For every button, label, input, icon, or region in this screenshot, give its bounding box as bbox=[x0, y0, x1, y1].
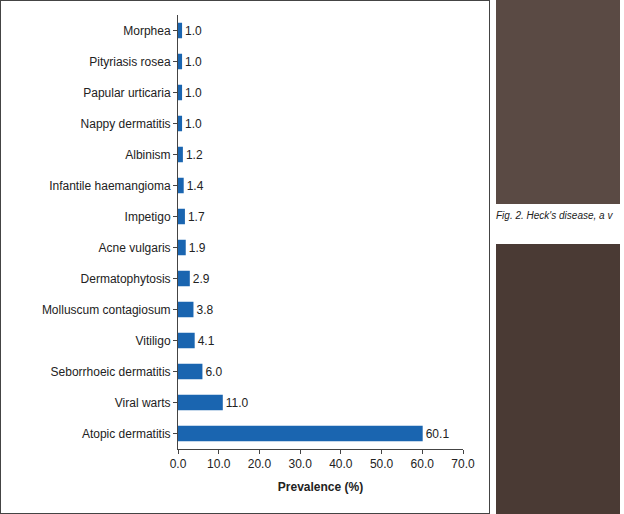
svg-text:50.0: 50.0 bbox=[370, 457, 394, 471]
svg-text:Albinism: Albinism bbox=[125, 148, 170, 162]
svg-text:0.0: 0.0 bbox=[170, 457, 187, 471]
svg-text:1.4: 1.4 bbox=[187, 179, 204, 193]
svg-text:11.0: 11.0 bbox=[226, 396, 249, 410]
svg-text:10.0: 10.0 bbox=[207, 457, 231, 471]
svg-text:60.1: 60.1 bbox=[426, 427, 450, 441]
svg-text:2.9: 2.9 bbox=[193, 272, 210, 286]
svg-text:Impetigo: Impetigo bbox=[125, 210, 171, 224]
svg-text:30.0: 30.0 bbox=[288, 457, 312, 471]
svg-text:1.0: 1.0 bbox=[185, 55, 202, 69]
svg-text:1.7: 1.7 bbox=[188, 210, 205, 224]
svg-text:6.0: 6.0 bbox=[205, 365, 222, 379]
svg-text:4.1: 4.1 bbox=[198, 334, 215, 348]
svg-text:Prevalence (%): Prevalence (%) bbox=[278, 480, 363, 494]
svg-text:Pityriasis rosea: Pityriasis rosea bbox=[89, 55, 171, 69]
svg-text:60.0: 60.0 bbox=[411, 457, 435, 471]
svg-text:Nappy dermatitis: Nappy dermatitis bbox=[81, 117, 171, 131]
svg-text:Viral warts: Viral warts bbox=[115, 396, 171, 410]
svg-text:1.0: 1.0 bbox=[185, 117, 202, 131]
svg-text:40.0: 40.0 bbox=[329, 457, 353, 471]
svg-text:Morphea: Morphea bbox=[123, 24, 171, 38]
svg-text:Dermatophytosis: Dermatophytosis bbox=[81, 272, 171, 286]
svg-text:Seborrhoeic dermatitis: Seborrhoeic dermatitis bbox=[51, 365, 171, 379]
svg-text:20.0: 20.0 bbox=[248, 457, 272, 471]
svg-text:Molluscum contagiosum: Molluscum contagiosum bbox=[42, 303, 171, 317]
html-text:Fig. 2. Heck's disease, a v: Fig. 2. Heck's disease, a v bbox=[496, 210, 613, 221]
svg-text:Infantile haemangioma: Infantile haemangioma bbox=[49, 179, 171, 193]
svg-text:1.0: 1.0 bbox=[185, 86, 202, 100]
svg-text:Vitiligo: Vitiligo bbox=[135, 334, 170, 348]
svg-text:1.9: 1.9 bbox=[189, 241, 206, 255]
svg-text:1.2: 1.2 bbox=[186, 148, 203, 162]
svg-text:3.8: 3.8 bbox=[196, 303, 213, 317]
svg-text:1.0: 1.0 bbox=[185, 24, 202, 38]
svg-text:Atopic dermatitis: Atopic dermatitis bbox=[82, 427, 171, 441]
svg-text:Papular urticaria: Papular urticaria bbox=[83, 86, 171, 100]
svg-text:70.0: 70.0 bbox=[451, 457, 475, 471]
svg-text:Acne vulgaris: Acne vulgaris bbox=[99, 241, 171, 255]
